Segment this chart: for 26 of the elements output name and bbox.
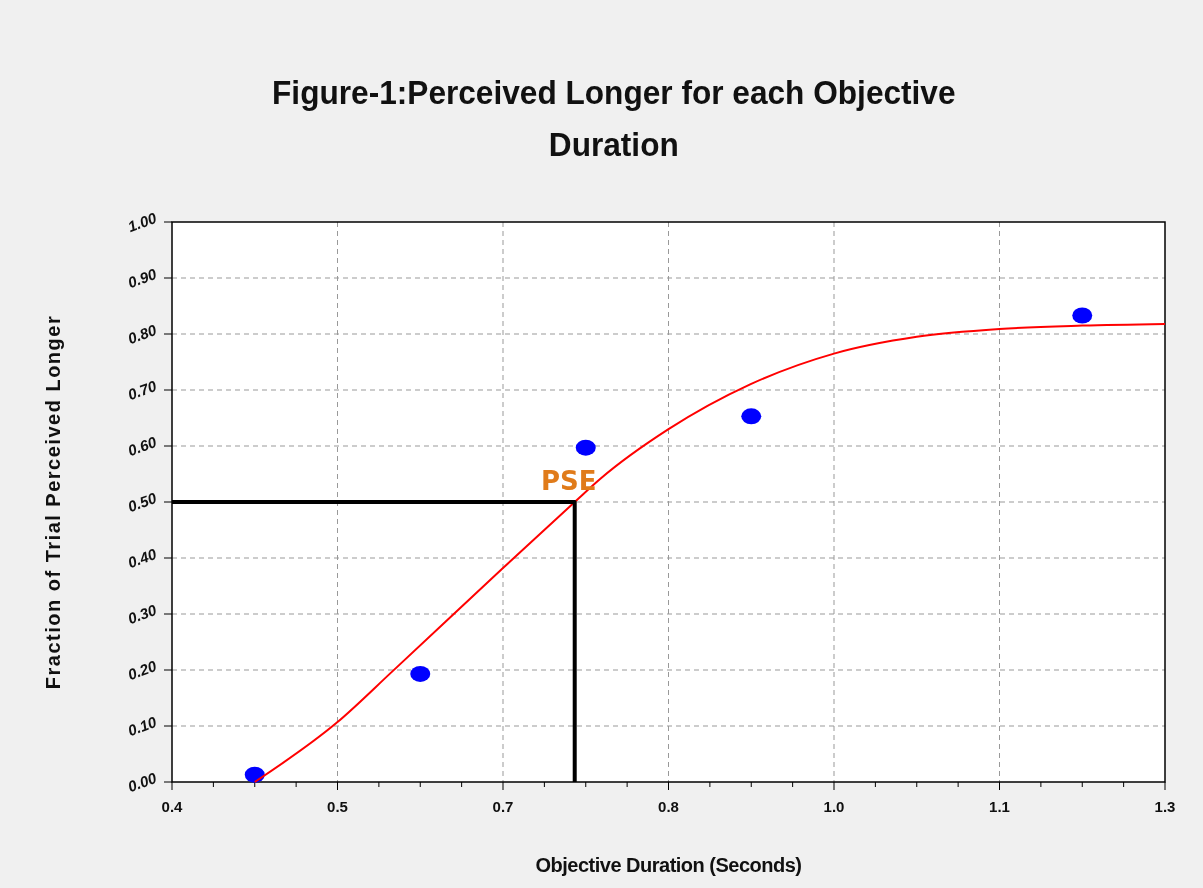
x-tick-label: 0.4 bbox=[161, 798, 184, 815]
y-tick-label: 0.20 bbox=[125, 656, 160, 683]
point bbox=[741, 408, 762, 425]
x-tick-label: 1.1 bbox=[989, 798, 1010, 815]
x-axis-title: Objective Duration (Seconds) bbox=[535, 854, 802, 876]
x-tick-label: 1.3 bbox=[1154, 798, 1176, 815]
x-tick-label: 0.7 bbox=[492, 798, 514, 815]
y-axis-title: Fraction of Trial Perceived Longer bbox=[42, 314, 64, 690]
y-tick-label: 0.90 bbox=[125, 264, 160, 291]
y-tick-label: 0.70 bbox=[125, 376, 160, 403]
x-tick-label: 0.5 bbox=[327, 798, 348, 815]
y-tick-label: 0.30 bbox=[125, 600, 160, 627]
x-tick-label: 0.8 bbox=[658, 798, 679, 815]
annotation: PSE bbox=[540, 466, 597, 496]
y-tick-label: 0.10 bbox=[125, 712, 160, 739]
x-tick-label: 1.0 bbox=[823, 798, 845, 815]
point bbox=[410, 665, 431, 682]
y-tick-label: 0.00 bbox=[125, 768, 160, 795]
y-tick-label: 0.80 bbox=[125, 320, 160, 347]
y-tick-label: 1.00 bbox=[125, 208, 160, 235]
point bbox=[1072, 307, 1093, 324]
chart-title: Figure-1:Perceived Longer for each Objective Duration bbox=[272, 72, 956, 164]
y-tick-label: 0.50 bbox=[125, 488, 160, 515]
point bbox=[575, 439, 596, 456]
y-tick-label: 0.60 bbox=[125, 432, 160, 459]
y-tick-label: 0.40 bbox=[125, 544, 160, 571]
